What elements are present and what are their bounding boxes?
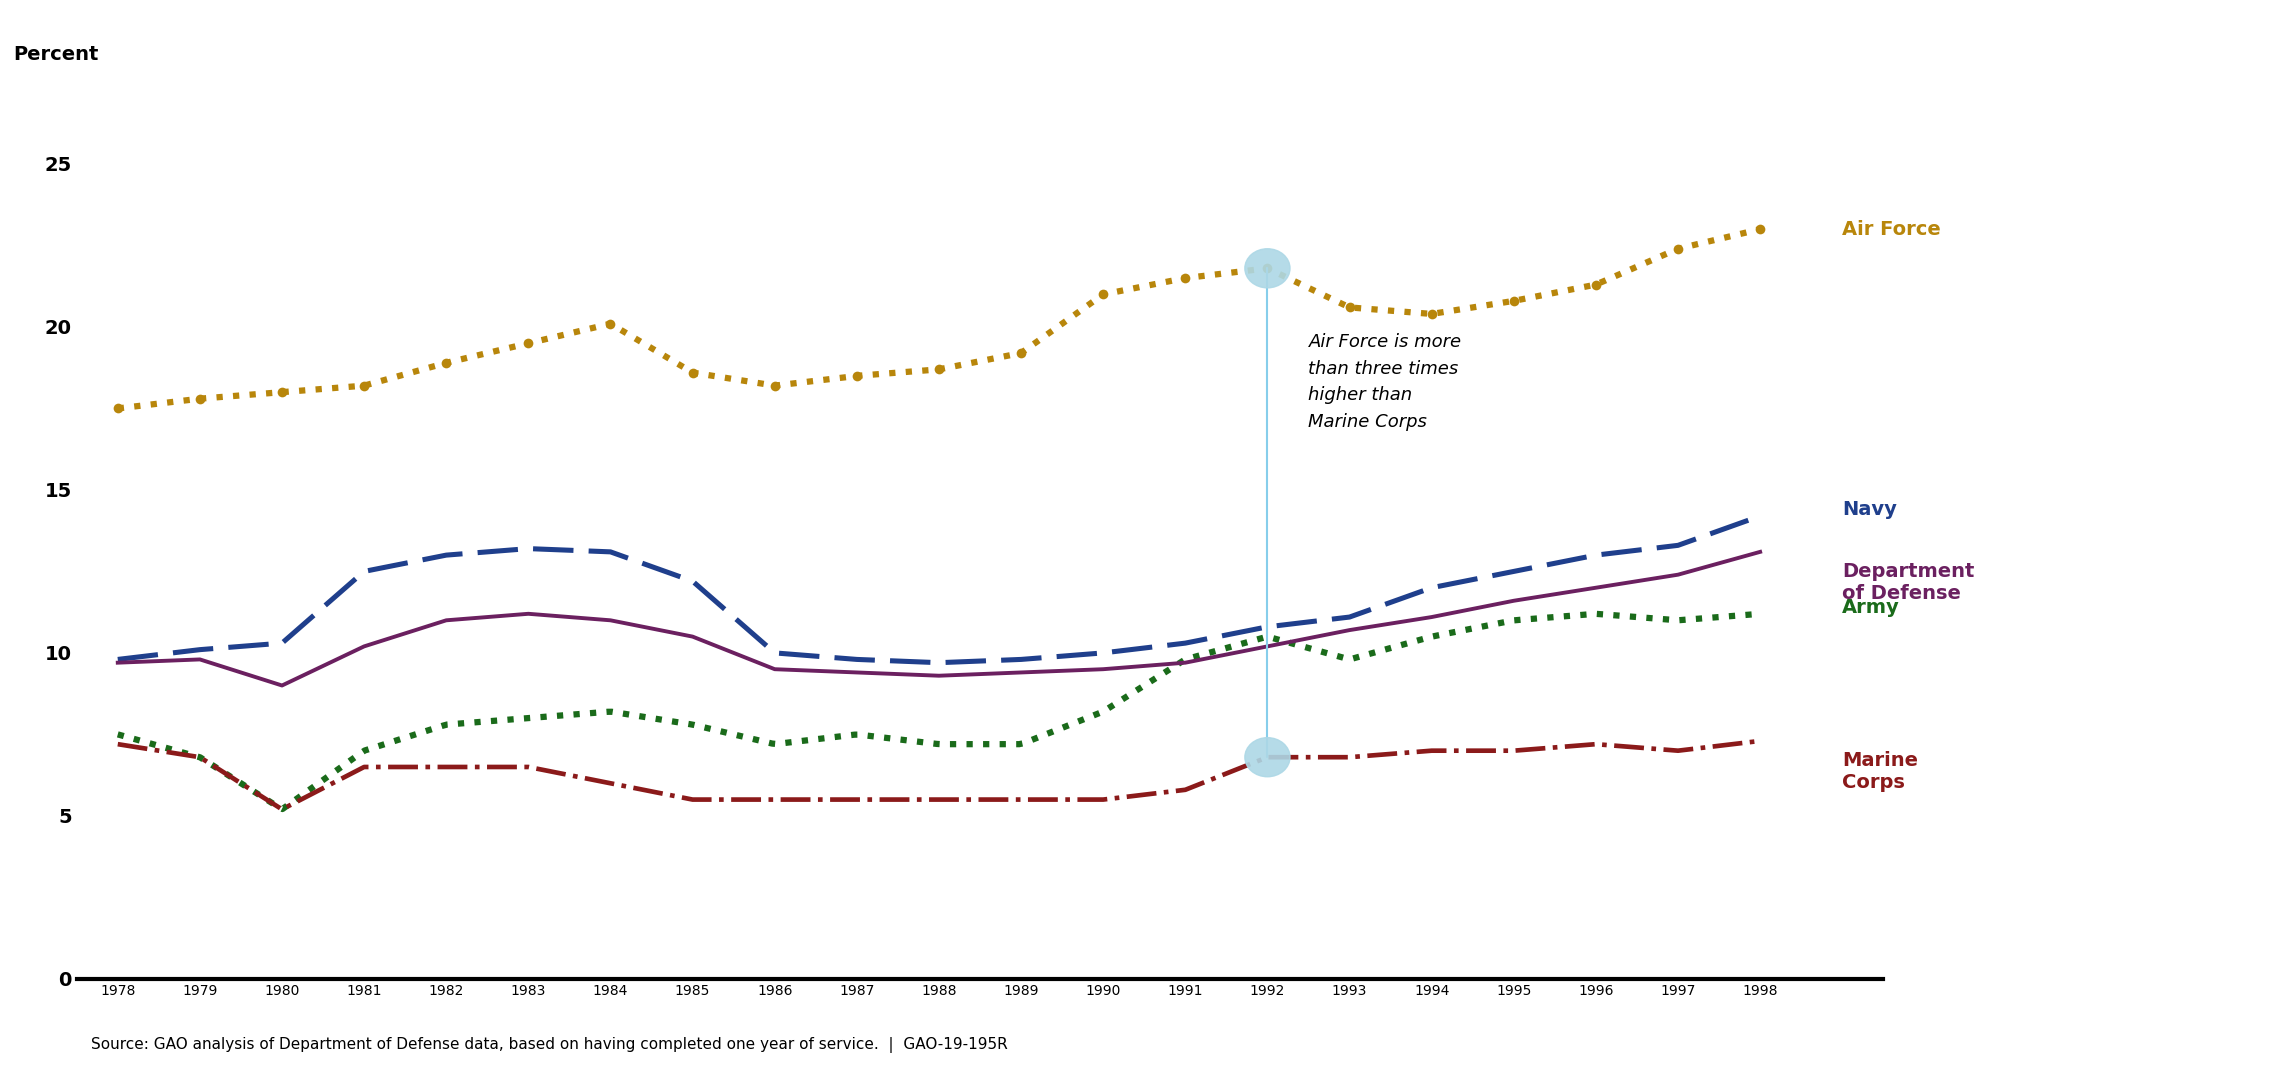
Text: Marine
Corps: Marine Corps (1843, 750, 1918, 792)
Text: Navy: Navy (1843, 500, 1897, 519)
Text: Department
of Defense: Department of Defense (1843, 562, 1975, 602)
Text: Air Force is more
than three times
higher than
Marine Corps: Air Force is more than three times highe… (1308, 334, 1461, 431)
Ellipse shape (1244, 738, 1290, 777)
Ellipse shape (1244, 248, 1290, 288)
Text: Air Force: Air Force (1843, 220, 1941, 239)
Text: Source: GAO analysis of Department of Defense data, based on having completed on: Source: GAO analysis of Department of De… (91, 1037, 1008, 1053)
Text: Army: Army (1843, 598, 1900, 617)
Text: Percent: Percent (14, 45, 98, 64)
